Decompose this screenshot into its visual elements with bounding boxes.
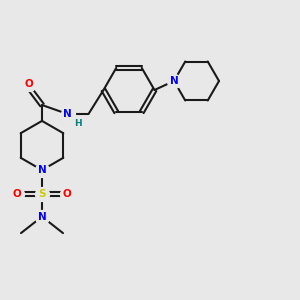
Text: O: O [13, 189, 22, 199]
Text: N: N [63, 109, 72, 119]
Text: O: O [62, 189, 71, 199]
Text: N: N [38, 165, 46, 175]
Text: H: H [74, 119, 82, 128]
Text: N: N [38, 212, 46, 222]
Text: S: S [38, 189, 46, 199]
Text: N: N [169, 76, 178, 86]
Text: O: O [24, 79, 33, 89]
